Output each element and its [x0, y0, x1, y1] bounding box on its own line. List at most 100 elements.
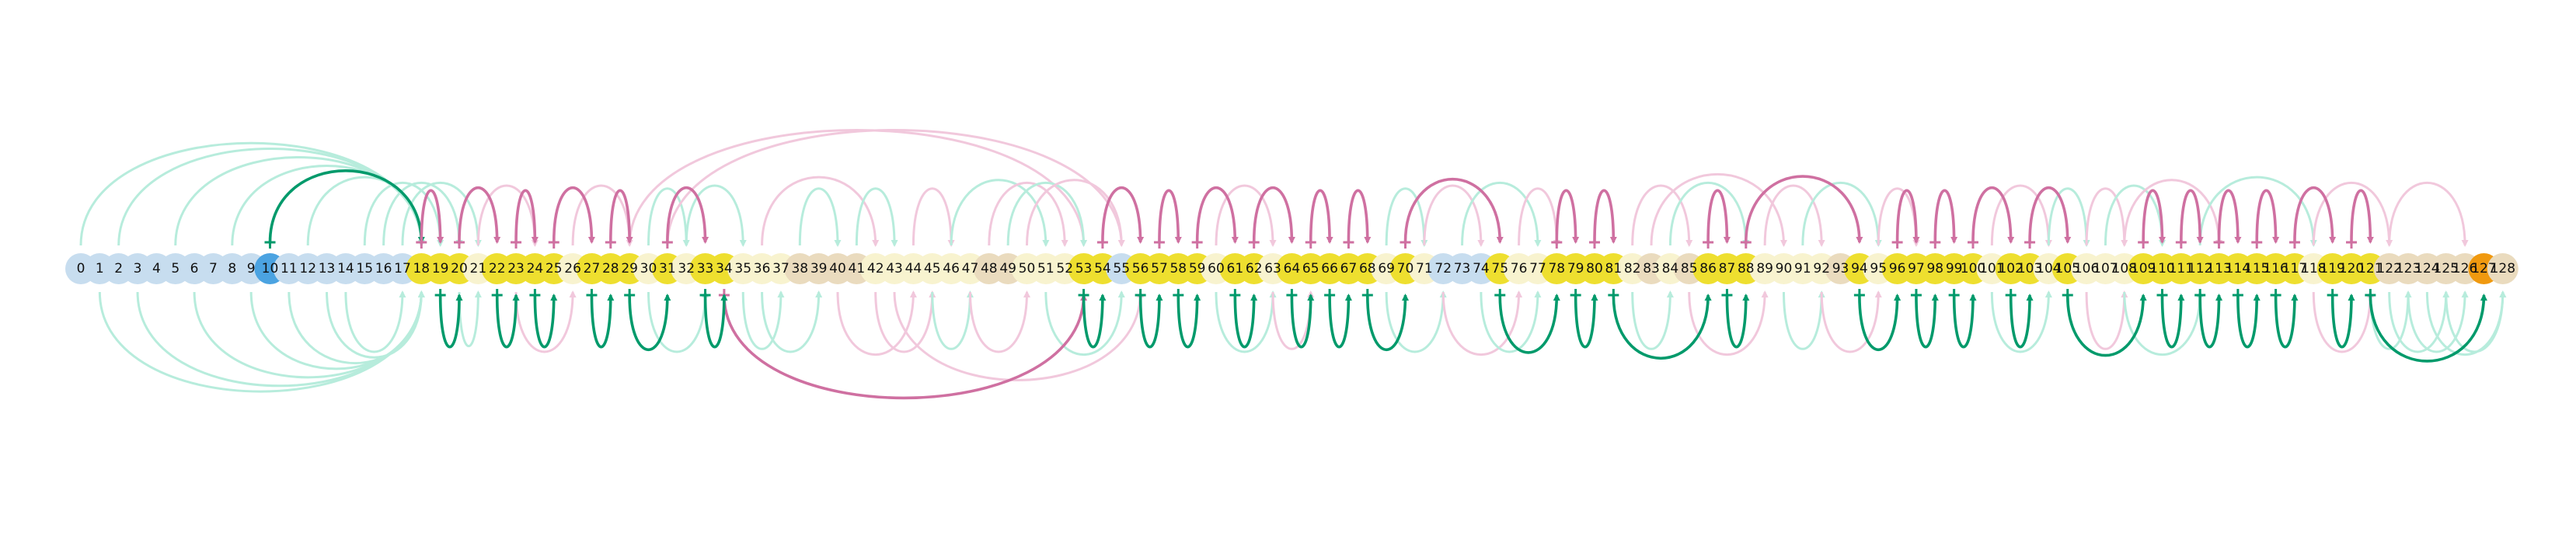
- faint-link-arc-73: [2388, 290, 2450, 353]
- node-label-34: 34: [716, 261, 733, 276]
- node-label-110: 110: [2149, 261, 2174, 276]
- faint-link-arc-29: [1668, 181, 1750, 247]
- link-arc-11: [1309, 189, 1333, 244]
- node-label-64: 64: [1284, 261, 1301, 276]
- link-arc-20: [1971, 186, 2015, 244]
- node-label-23: 23: [507, 261, 525, 276]
- link-arc-21: [2028, 186, 2072, 244]
- faint-link-arc-20: [1006, 181, 1088, 247]
- link-origin-tick-34: [699, 289, 711, 297]
- link-origin-tick-23: [2175, 241, 2187, 249]
- node-label-13: 13: [319, 261, 336, 276]
- node-label-38: 38: [791, 261, 808, 276]
- link-arc-31: [533, 294, 558, 349]
- link-arc-23: [2180, 189, 2204, 244]
- node-label-89: 89: [1756, 261, 1773, 276]
- faint-link-arc-69: [2085, 290, 2128, 350]
- node-label-3: 3: [134, 261, 142, 276]
- node-label-104: 104: [2036, 261, 2061, 276]
- faint-link-arc-42: [136, 290, 425, 388]
- link-origin-tick-49: [2005, 289, 2017, 297]
- link-origin-tick-53: [2232, 289, 2243, 297]
- faint-link-arc-76: [2445, 290, 2507, 353]
- node-label-76: 76: [1511, 261, 1528, 276]
- faint-link-arc-25: [1461, 181, 1542, 247]
- faint-link-arc-52: [761, 290, 823, 353]
- faint-link-arc-51: [741, 290, 785, 350]
- node-label-105: 105: [2055, 261, 2080, 276]
- node-label-37: 37: [772, 261, 790, 276]
- faint-link-arc-14: [761, 176, 880, 247]
- node-label-92: 92: [1813, 261, 1830, 276]
- node-label-39: 39: [810, 261, 828, 276]
- link-origin-tick-20: [1968, 241, 1978, 249]
- node-label-59: 59: [1189, 261, 1206, 276]
- faint-link-arc-41: [98, 290, 425, 393]
- node-label-128: 128: [2491, 261, 2515, 276]
- node-label-21: 21: [470, 261, 487, 276]
- node-label-72: 72: [1434, 261, 1452, 276]
- faint-link-arc-23: [1385, 187, 1428, 247]
- node-label-80: 80: [1586, 261, 1603, 276]
- faint-link-arc-38: [2198, 176, 2317, 247]
- node-label-16: 16: [375, 261, 392, 276]
- link-origin-tick-11: [1305, 241, 1316, 249]
- strong-arc-layer: [264, 169, 2487, 400]
- node-label-46: 46: [943, 261, 960, 276]
- faint-link-arc-13: [666, 129, 1125, 247]
- link-origin-tick-43: [1570, 289, 1581, 297]
- faint-link-arc-8: [476, 184, 539, 247]
- link-origin-tick-35: [1078, 289, 1089, 297]
- node-label-28: 28: [602, 261, 619, 276]
- link-origin-tick-54: [2270, 289, 2281, 297]
- link-arc-36: [1138, 294, 1163, 349]
- node-label-26: 26: [564, 261, 581, 276]
- link-arc-10: [1252, 186, 1295, 244]
- faint-link-arc-36: [2104, 184, 2166, 247]
- node-label-18: 18: [413, 261, 430, 276]
- node-label-54: 54: [1094, 261, 1111, 276]
- node-label-15: 15: [356, 261, 373, 276]
- link-arc-49: [2009, 294, 2034, 349]
- node-label-85: 85: [1681, 261, 1698, 276]
- node-label-61: 61: [1227, 261, 1244, 276]
- node-label-71: 71: [1416, 261, 1433, 276]
- link-arc-50: [2065, 294, 2147, 357]
- faint-link-arc-53: [836, 290, 917, 356]
- link-origin-tick-32: [586, 289, 598, 297]
- link-origin-tick-38: [1229, 289, 1241, 297]
- link-arc-25: [2255, 189, 2280, 244]
- link-arc-52: [2198, 294, 2223, 349]
- faint-link-arc-71: [2312, 290, 2374, 353]
- faint-link-arc-18: [950, 179, 1050, 247]
- link-origin-tick-52: [2194, 289, 2206, 297]
- link-arc-1: [420, 189, 444, 244]
- faint-link-arc-54: [874, 290, 936, 353]
- link-origin-tick-50: [2062, 289, 2073, 297]
- node-label-32: 32: [678, 261, 695, 276]
- node-label-95: 95: [1870, 261, 1887, 276]
- faint-link-arc-48: [458, 290, 482, 347]
- node-label-66: 66: [1321, 261, 1338, 276]
- faint-link-arc-3: [231, 165, 425, 247]
- link-origin-tick-48: [1948, 289, 1960, 297]
- node-label-20: 20: [451, 261, 468, 276]
- node-label-0: 0: [77, 261, 85, 276]
- node-label-14: 14: [337, 261, 354, 276]
- link-arc-34: [703, 294, 728, 349]
- node-label-91: 91: [1794, 261, 1811, 276]
- node-label-75: 75: [1491, 261, 1508, 276]
- link-origin-tick-36: [1135, 289, 1146, 297]
- node-label-124: 124: [2414, 261, 2439, 276]
- node-label-96: 96: [1889, 261, 1906, 276]
- node-label-43: 43: [886, 261, 903, 276]
- link-arc-53: [2236, 294, 2261, 349]
- node-label-82: 82: [1624, 261, 1641, 276]
- faint-link-arc-11: [685, 184, 747, 247]
- link-origin-tick-46: [1853, 289, 1865, 297]
- node-label-19: 19: [432, 261, 449, 276]
- node-label-102: 102: [1998, 261, 2023, 276]
- link-origin-tick-12: [1343, 241, 1354, 249]
- faint-link-arc-65: [1688, 290, 1769, 356]
- faint-link-arc-9: [571, 184, 633, 247]
